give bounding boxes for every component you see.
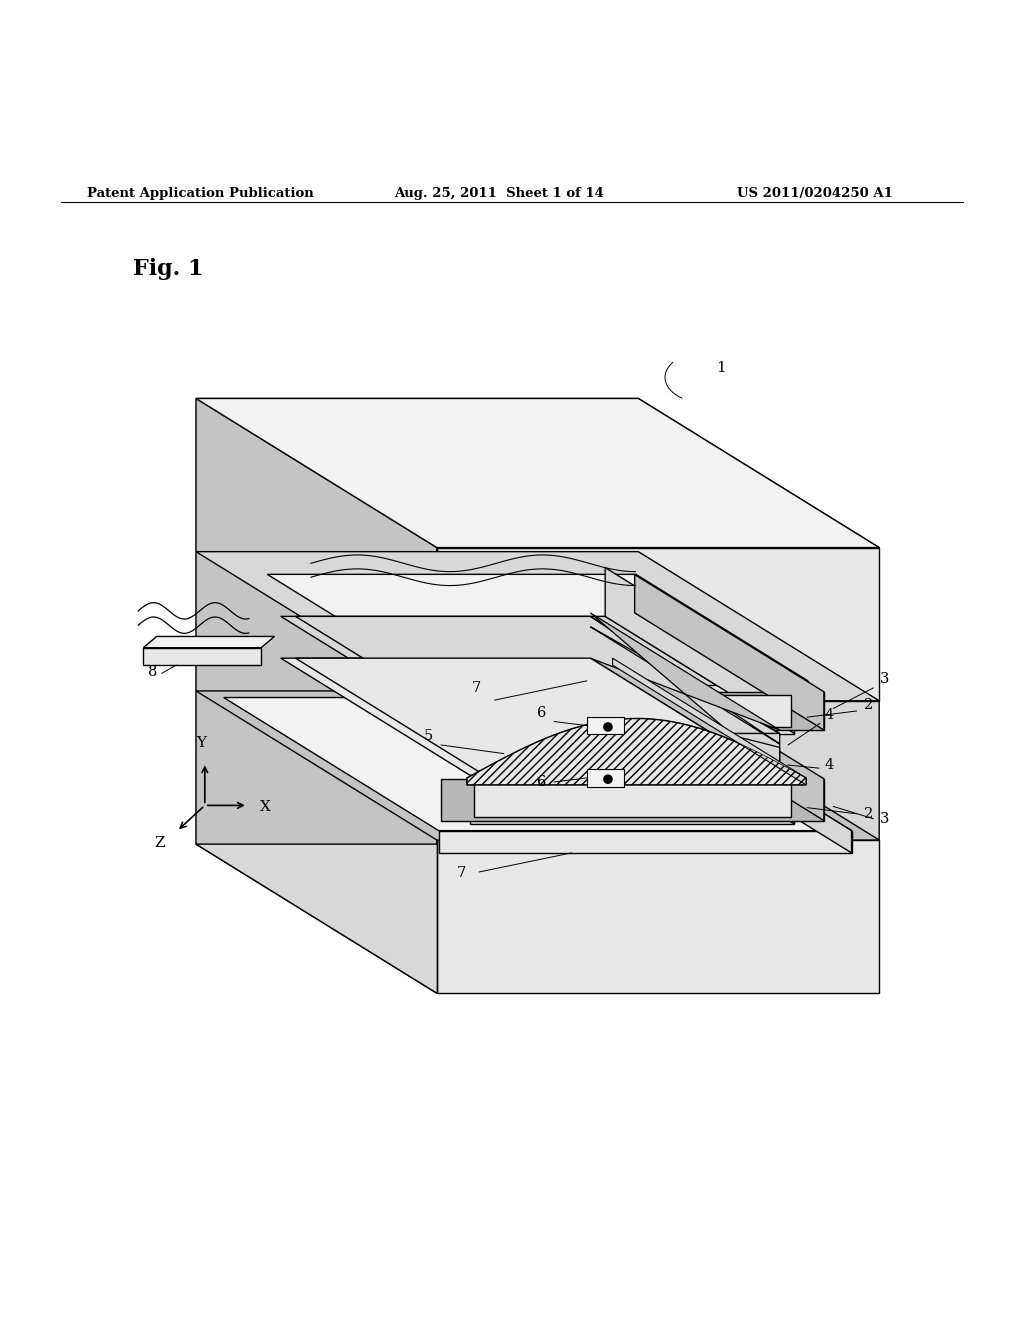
Polygon shape xyxy=(437,840,880,993)
Polygon shape xyxy=(470,685,795,734)
Polygon shape xyxy=(440,779,824,821)
Text: X: X xyxy=(260,800,271,814)
Polygon shape xyxy=(467,718,806,785)
Text: 1: 1 xyxy=(716,362,726,375)
Text: 6: 6 xyxy=(537,706,546,721)
Text: 2: 2 xyxy=(863,807,872,821)
Polygon shape xyxy=(638,399,880,993)
Polygon shape xyxy=(612,659,806,785)
Polygon shape xyxy=(296,616,779,734)
Polygon shape xyxy=(196,399,437,993)
Polygon shape xyxy=(470,775,795,824)
Polygon shape xyxy=(635,661,824,821)
Polygon shape xyxy=(605,568,795,734)
Polygon shape xyxy=(635,574,824,730)
Polygon shape xyxy=(474,783,791,817)
Polygon shape xyxy=(440,692,824,730)
Polygon shape xyxy=(637,697,852,853)
Polygon shape xyxy=(281,659,795,775)
Polygon shape xyxy=(605,659,795,824)
Text: Patent Application Publication: Patent Application Publication xyxy=(87,187,313,199)
Polygon shape xyxy=(439,681,808,697)
Text: 4: 4 xyxy=(825,758,835,772)
Text: 4: 4 xyxy=(825,709,835,722)
Polygon shape xyxy=(588,717,625,734)
Text: 3: 3 xyxy=(880,672,889,686)
Polygon shape xyxy=(143,636,274,648)
Text: 7: 7 xyxy=(457,866,466,880)
Polygon shape xyxy=(196,552,880,701)
Polygon shape xyxy=(267,574,808,681)
Polygon shape xyxy=(196,399,638,843)
Text: Z: Z xyxy=(154,837,165,850)
Text: Aug. 25, 2011  Sheet 1 of 14: Aug. 25, 2011 Sheet 1 of 14 xyxy=(394,187,604,199)
Polygon shape xyxy=(196,690,880,840)
Polygon shape xyxy=(196,399,880,548)
Text: 6: 6 xyxy=(537,775,546,789)
Text: 2: 2 xyxy=(863,698,872,711)
Circle shape xyxy=(604,775,612,783)
Circle shape xyxy=(604,723,612,731)
Polygon shape xyxy=(484,723,779,775)
Polygon shape xyxy=(474,696,791,726)
Polygon shape xyxy=(143,648,261,665)
Text: Fig. 1: Fig. 1 xyxy=(133,257,204,280)
Polygon shape xyxy=(196,843,880,993)
Polygon shape xyxy=(296,659,779,775)
Polygon shape xyxy=(438,830,852,853)
Text: Y: Y xyxy=(197,737,207,750)
Polygon shape xyxy=(281,616,795,734)
Polygon shape xyxy=(437,548,880,701)
Polygon shape xyxy=(484,734,779,762)
Text: 7: 7 xyxy=(472,681,481,694)
Polygon shape xyxy=(588,770,625,787)
Text: 8: 8 xyxy=(148,665,158,680)
Text: 3: 3 xyxy=(880,812,889,826)
Polygon shape xyxy=(591,612,779,775)
Text: 5: 5 xyxy=(424,729,433,743)
Polygon shape xyxy=(223,697,852,830)
Text: US 2011/0204250 A1: US 2011/0204250 A1 xyxy=(737,187,893,199)
Polygon shape xyxy=(591,616,779,744)
